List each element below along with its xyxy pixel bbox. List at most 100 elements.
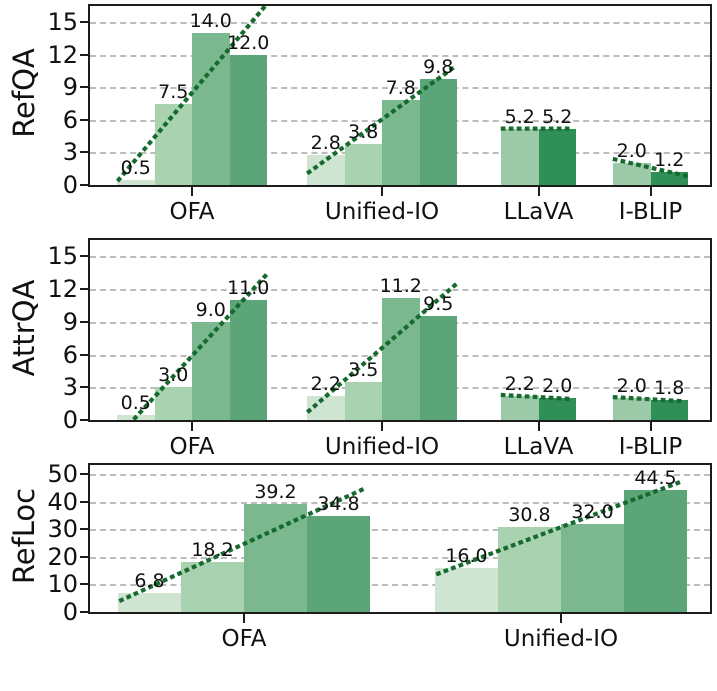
- y-tick-label: 40: [47, 487, 78, 516]
- bar-value-label: 7.8: [385, 77, 416, 100]
- y-tick-label: 6: [62, 105, 78, 134]
- y-tick-mark: [80, 21, 88, 24]
- gridline-y-20: [90, 556, 710, 559]
- bar-llava-2: [538, 398, 576, 420]
- x-tick-label-ofa: OFA: [169, 199, 215, 225]
- trend-line-ofa: [118, 484, 370, 604]
- bar-value-label: 2.0: [616, 140, 647, 163]
- y-tick-label: 50: [47, 460, 78, 489]
- bar-value-label: 30.8: [508, 504, 551, 527]
- bar-value-label: 2.0: [616, 375, 647, 398]
- x-tick-label-unified-io: Unified-IO: [324, 434, 440, 460]
- bar-value-label: 1.8: [654, 377, 685, 400]
- x-tick-label-unified-io: Unified-IO: [324, 199, 440, 225]
- bar-unified-io-1: [307, 396, 345, 420]
- bar-value-label: 11.2: [379, 274, 422, 297]
- y-tick-mark: [80, 555, 88, 558]
- bar-value-label: 16.0: [445, 544, 488, 567]
- bar-value-label: 2.8: [310, 131, 341, 154]
- gridline-y-15: [90, 256, 710, 259]
- bar-value-label: 18.2: [191, 538, 234, 561]
- y-tick-mark: [80, 528, 88, 531]
- bar-value-label: 44.5: [634, 466, 677, 489]
- bar-value-label: 12.0: [227, 31, 270, 54]
- x-tick-mark: [649, 187, 652, 196]
- plot-area-attrqa: 0 3 6 9 12 15 0.5 3.0 9.0 11.0 OFA 2.2 3.5 11.2 9.5 Uni…: [47, 238, 712, 460]
- bar-value-label: 11.0: [227, 277, 270, 299]
- bar-value-label: 0.5: [120, 156, 151, 179]
- bar-ofa-2: [154, 103, 192, 185]
- plot-area-refloc: 0 10 20 30 40 50 6.8 18.2 39.2 34.8 OFA 16.0 30.8 32.…: [47, 460, 712, 652]
- x-tick-mark: [537, 187, 540, 196]
- bar-value-label: 1.2: [654, 148, 685, 171]
- bar-i-blip-1: [613, 398, 651, 420]
- x-tick-label-i-blip: I-BLIP: [618, 199, 683, 225]
- y-tick-label: 0: [62, 171, 78, 199]
- bar-unified-io-2: [498, 527, 561, 612]
- y-tick-mark: [80, 86, 88, 89]
- bar-unified-io-4: [419, 78, 457, 185]
- bar-ofa-4: [229, 300, 267, 420]
- x-tick-mark: [560, 614, 562, 623]
- bar-value-label: 6.8: [134, 570, 165, 593]
- gridline-y-50: [90, 474, 710, 477]
- x-tick-mark: [649, 422, 652, 431]
- y-tick-label: 9: [62, 73, 78, 102]
- x-tick-label-llava: LLaVA: [503, 434, 574, 460]
- trend-line-ofa: [115, 6, 268, 183]
- bar-unified-io-4: [419, 316, 457, 420]
- trend-line-unified-io: [305, 63, 459, 176]
- gridline-y-15: [90, 22, 710, 25]
- x-tick-label-ofa: OFA: [221, 626, 267, 652]
- bar-value-label: 14.0: [189, 10, 232, 33]
- y-tick-mark: [80, 473, 88, 476]
- bar-value-label: 3.8: [348, 120, 379, 143]
- bar-unified-io-2: [344, 143, 382, 185]
- x-tick-label-llava: LLaVA: [503, 199, 574, 225]
- gridline-y-10: [90, 584, 710, 587]
- gridline-y-12: [90, 289, 710, 292]
- y-tick-label: 12: [47, 40, 78, 69]
- y-tick-label: 10: [47, 570, 78, 599]
- y-tick-mark: [80, 184, 88, 186]
- bar-unified-io-3: [382, 297, 420, 420]
- bar-ofa-4: [307, 516, 370, 612]
- bar-ofa-1: [117, 179, 155, 185]
- trend-lines-layer: [115, 6, 689, 183]
- y-tick-label: 20: [47, 542, 78, 571]
- bar-i-blip-1: [613, 163, 651, 185]
- bar-ofa-2: [181, 561, 244, 612]
- bar-llava-2: [538, 128, 576, 185]
- bar-unified-io-1: [435, 567, 498, 612]
- x-tick-mark: [381, 187, 383, 196]
- gridline-y-12: [90, 54, 710, 57]
- y-tick-mark: [80, 583, 88, 586]
- bar-value-label: 5.2: [542, 105, 573, 128]
- bar-ofa-1: [118, 593, 181, 612]
- x-tick-mark: [191, 187, 193, 196]
- bar-unified-io-3: [561, 523, 624, 612]
- y-tick-mark: [80, 288, 88, 291]
- bar-i-blip-2: [650, 400, 688, 420]
- y-tick-mark: [80, 611, 88, 613]
- bar-value-label: 32.0: [571, 500, 614, 523]
- bar-value-label: 7.5: [158, 80, 189, 103]
- bar-value-label: 3.0: [158, 364, 189, 387]
- y-tick-label: 15: [47, 242, 78, 271]
- trend-lines-layer: [130, 273, 689, 420]
- y-tick-mark: [80, 255, 88, 258]
- plot-area-refqa: 0 3 6 9 12 15 0.5 7.5 14.0 12.0 OFA 2.8 3.8 7.8 9.8 Uni…: [47, 4, 712, 225]
- y-tick-mark: [80, 353, 88, 356]
- bar-ofa-4: [229, 54, 267, 185]
- y-tick-mark: [80, 151, 88, 154]
- bar-unified-io-2: [344, 381, 382, 420]
- bar-unified-io-1: [307, 154, 345, 185]
- x-tick-label-unified-io: Unified-IO: [503, 626, 619, 652]
- x-tick-label-i-blip: I-BLIP: [618, 434, 683, 460]
- y-tick-label: 9: [62, 307, 78, 336]
- y-tick-mark: [80, 500, 88, 503]
- y-tick-label: 0: [62, 406, 78, 434]
- bar-value-label: 9.0: [195, 298, 226, 321]
- x-tick-mark: [243, 614, 245, 623]
- bar-value-label: 0.5: [120, 391, 151, 414]
